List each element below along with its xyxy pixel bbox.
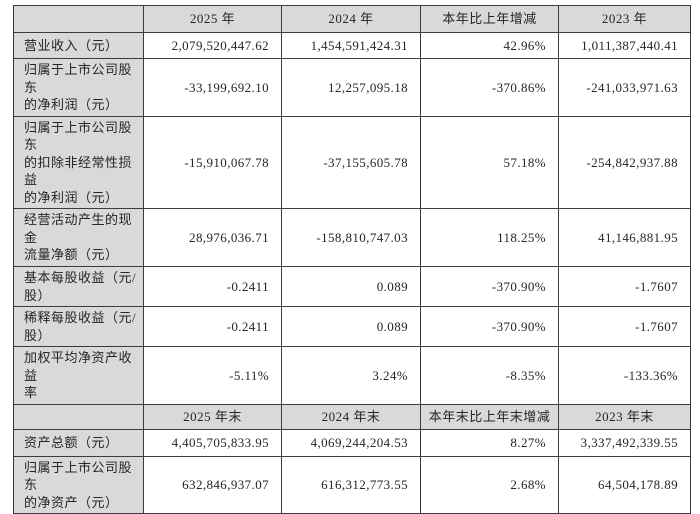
cell-value: 2,079,520,447.62 — [143, 32, 282, 59]
financial-summary-table: 2025 年 2024 年 本年比上年增减 2023 年 营业收入（元） 2,0… — [13, 5, 691, 514]
col-header-2025-end: 2025 年末 — [143, 403, 282, 430]
col-header-2024: 2024 年 — [281, 5, 421, 33]
cell-value: -0.2411 — [143, 306, 282, 348]
cell-value: -8.35% — [420, 346, 559, 405]
cell-value: 616,312,773.55 — [281, 455, 421, 514]
cell-value: 3.24% — [281, 346, 421, 405]
cell-value: -370.86% — [420, 58, 559, 117]
cell-value: 41,146,881.95 — [558, 208, 691, 268]
cell-value: -158,810,747.03 — [281, 208, 421, 268]
table-row-weighted-avg-roe: 加权平均净资产收益 率 -5.11% 3.24% -8.35% -133.36% — [13, 346, 691, 405]
cell-value: -37,155,605.78 — [281, 115, 421, 210]
row-label: 营业收入（元） — [13, 32, 144, 59]
cell-value: -254,842,937.88 — [558, 115, 691, 210]
table-row-net-profit-excl-nonrecurring: 归属于上市公司股东 的扣除非经常性损益 的净利润（元） -15,910,067.… — [13, 115, 691, 210]
cell-value: 1,011,387,440.41 — [558, 32, 691, 59]
table-row-revenue: 营业收入（元） 2,079,520,447.62 1,454,591,424.3… — [13, 32, 691, 59]
cell-value: 632,846,937.07 — [143, 455, 282, 514]
cell-value: 0.089 — [281, 306, 421, 348]
row-label: 稀释每股收益（元/ 股） — [13, 306, 144, 348]
cell-value: -370.90% — [420, 266, 559, 308]
table-row-operating-cash-flow: 经营活动产生的现金 流量净额（元） 28,976,036.71 -158,810… — [13, 208, 691, 268]
col-header-2025: 2025 年 — [143, 5, 282, 33]
cell-value: -0.2411 — [143, 266, 282, 308]
cell-value: -133.36% — [558, 346, 691, 405]
row-label: 归属于上市公司股东 的净资产（元） — [13, 455, 144, 514]
col-header-2023: 2023 年 — [558, 5, 691, 33]
cell-value: -5.11% — [143, 346, 282, 405]
cell-value: 12,257,095.18 — [281, 58, 421, 117]
corner-cell — [13, 403, 144, 430]
row-label: 归属于上市公司股东 的净利润（元） — [13, 58, 144, 117]
col-header-2023-end: 2023 年末 — [558, 403, 691, 430]
table-row-net-profit: 归属于上市公司股东 的净利润（元） -33,199,692.10 12,257,… — [13, 58, 691, 117]
col-header-end-change: 本年末比上年末增减 — [420, 403, 559, 430]
cell-value: -370.90% — [420, 306, 559, 348]
header-row-period-end: 2025 年末 2024 年末 本年末比上年末增减 2023 年末 — [13, 403, 691, 430]
cell-value: 2.68% — [420, 455, 559, 514]
cell-value: 42.96% — [420, 32, 559, 59]
header-row-annual: 2025 年 2024 年 本年比上年增减 2023 年 — [13, 5, 691, 33]
cell-value: 57.18% — [420, 115, 559, 210]
cell-value: 28,976,036.71 — [143, 208, 282, 268]
corner-cell — [13, 5, 144, 33]
table-row-basic-eps: 基本每股收益（元/ 股） -0.2411 0.089 -370.90% -1.7… — [13, 266, 691, 308]
row-label: 基本每股收益（元/ 股） — [13, 266, 144, 308]
table-row-total-assets: 资产总额（元） 4,405,705,833.95 4,069,244,204.5… — [13, 428, 691, 457]
cell-value: 3,337,492,339.55 — [558, 428, 691, 457]
cell-value: 8.27% — [420, 428, 559, 457]
cell-value: -15,910,067.78 — [143, 115, 282, 210]
row-label: 归属于上市公司股东 的扣除非经常性损益 的净利润（元） — [13, 115, 144, 210]
cell-value: -1.7607 — [558, 306, 691, 348]
row-label: 经营活动产生的现金 流量净额（元） — [13, 208, 144, 268]
cell-value: -241,033,971.63 — [558, 58, 691, 117]
cell-value: 4,405,705,833.95 — [143, 428, 282, 457]
row-label: 加权平均净资产收益 率 — [13, 346, 144, 405]
cell-value: 118.25% — [420, 208, 559, 268]
row-label: 资产总额（元） — [13, 428, 144, 457]
cell-value: 64,504,178.89 — [558, 455, 691, 514]
cell-value: -1.7607 — [558, 266, 691, 308]
table-row-net-assets: 归属于上市公司股东 的净资产（元） 632,846,937.07 616,312… — [13, 455, 691, 514]
col-header-2024-end: 2024 年末 — [281, 403, 421, 430]
cell-value: 0.089 — [281, 266, 421, 308]
col-header-yoy-change: 本年比上年增减 — [420, 5, 559, 33]
table-row-diluted-eps: 稀释每股收益（元/ 股） -0.2411 0.089 -370.90% -1.7… — [13, 306, 691, 348]
cell-value: 4,069,244,204.53 — [281, 428, 421, 457]
cell-value: 1,454,591,424.31 — [281, 32, 421, 59]
cell-value: -33,199,692.10 — [143, 58, 282, 117]
